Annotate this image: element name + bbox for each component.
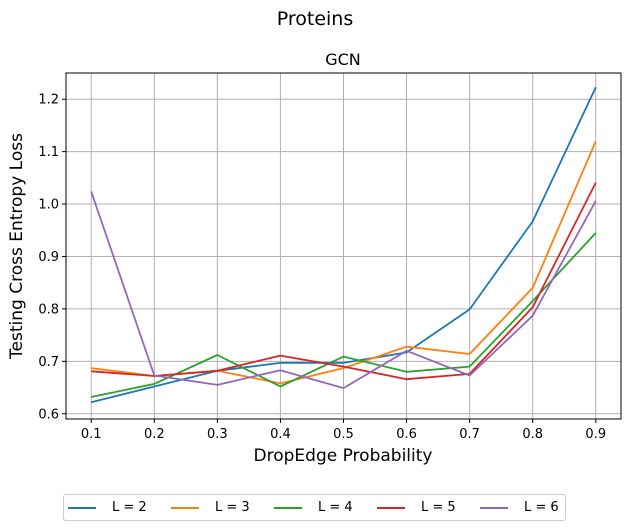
legend-label: L = 3	[215, 500, 250, 515]
x-tick-label: 0.7	[459, 427, 480, 442]
x-tick-label: 0.5	[333, 427, 354, 442]
series-lines	[90, 86, 597, 404]
series-line-L2	[90, 86, 597, 404]
legend-label: L = 2	[112, 500, 147, 515]
y-tick-label: 1.2	[38, 93, 59, 108]
legend-label: L = 6	[524, 500, 559, 515]
series-line-L6	[90, 191, 597, 390]
y-tick-label: 1.0	[38, 198, 59, 213]
x-tick-label: 0.2	[144, 427, 165, 442]
y-axis-ticks: 0.6 0.7 0.8 0.9 1.0 1.1 1.2	[38, 93, 66, 422]
legend-swatch	[480, 507, 508, 509]
legend-label: L = 5	[421, 500, 456, 515]
x-tick-label: 0.4	[270, 427, 291, 442]
legend-swatch	[274, 507, 302, 509]
x-tick-label: 0.1	[81, 427, 102, 442]
x-tick-label: 0.9	[585, 427, 606, 442]
y-tick-label: 1.1	[38, 145, 59, 160]
x-tick-label: 0.6	[396, 427, 417, 442]
y-tick-label: 0.7	[38, 355, 59, 370]
legend: L = 2 L = 3 L = 4 L = 5 L = 6	[63, 494, 566, 521]
y-tick-label: 0.9	[38, 250, 59, 265]
chart-suptitle: Proteins	[277, 8, 354, 30]
legend-swatch	[171, 507, 199, 509]
chart-title: GCN	[325, 50, 361, 69]
legend-label: L = 4	[318, 500, 353, 515]
y-tick-label: 0.6	[38, 407, 59, 422]
x-axis-ticks: 0.1 0.2 0.3 0.4 0.5 0.6 0.7 0.8 0.9	[81, 419, 606, 442]
legend-swatch	[377, 507, 405, 509]
x-tick-label: 0.8	[522, 427, 543, 442]
x-tick-label: 0.3	[207, 427, 228, 442]
y-tick-label: 0.8	[38, 302, 59, 317]
grid-lines	[66, 73, 621, 419]
series-line-L5	[91, 182, 597, 381]
legend-swatch	[68, 507, 96, 509]
y-axis-label: Testing Cross Entropy Loss	[7, 133, 27, 360]
x-axis-label: DropEdge Probability	[254, 446, 433, 466]
